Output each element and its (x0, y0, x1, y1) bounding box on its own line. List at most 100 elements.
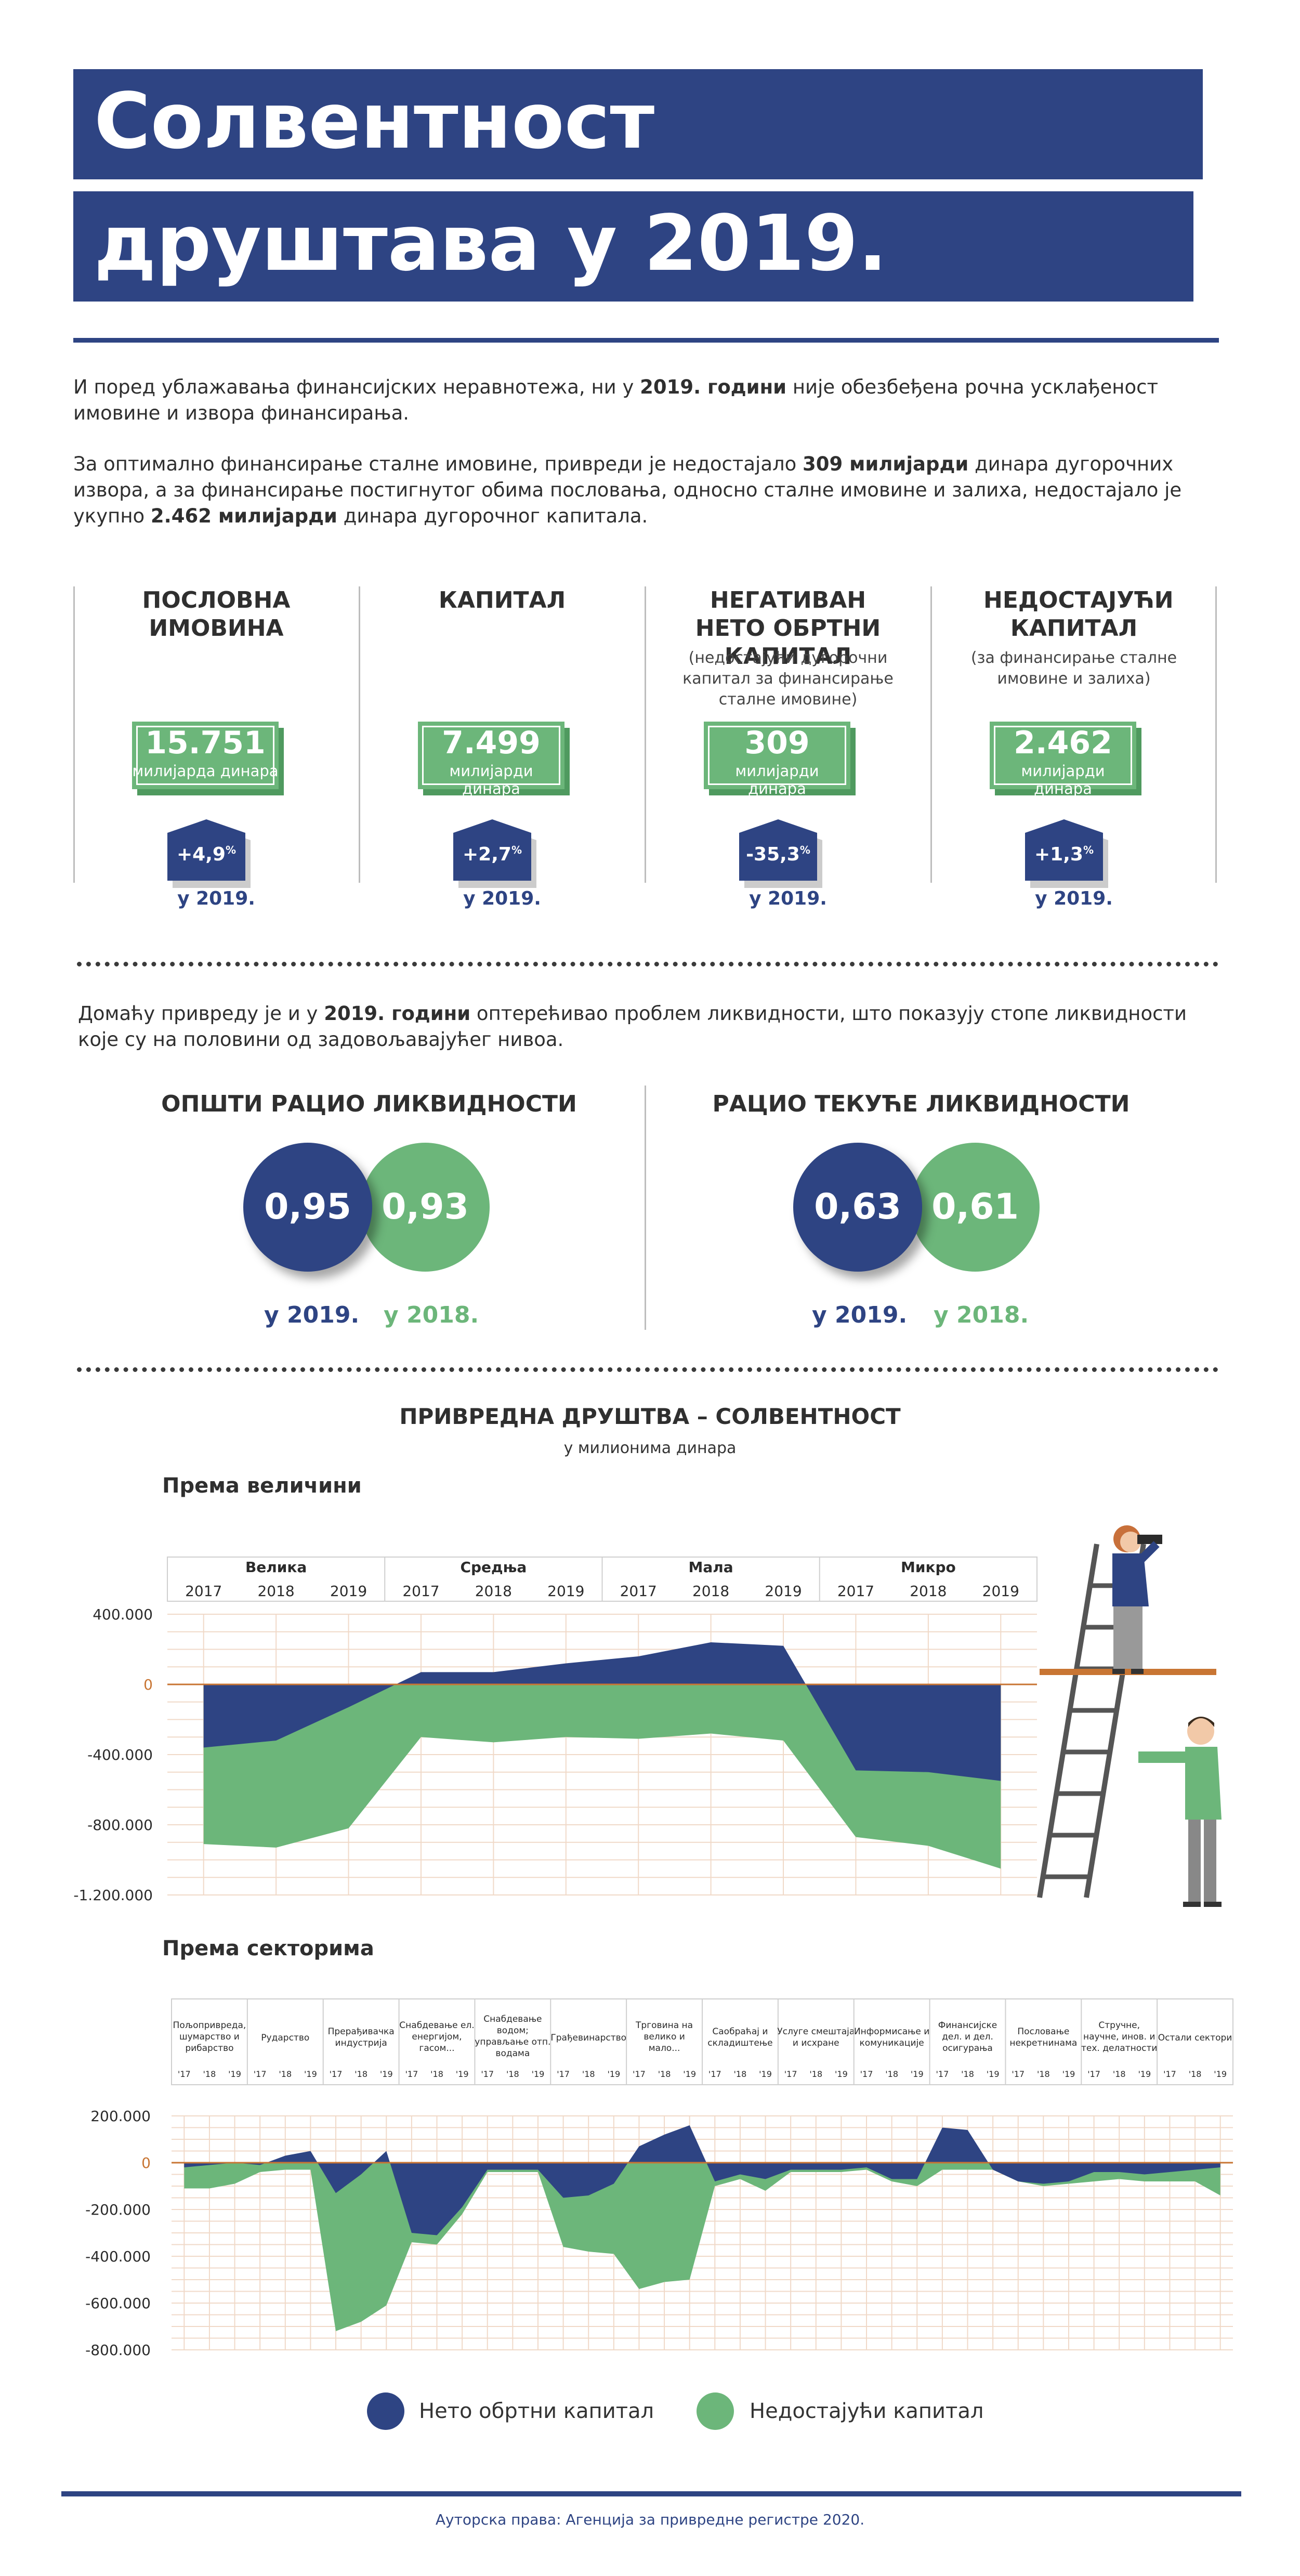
kpi-missing-capital: НЕДОСТАЈУЋИ КАПИТАЛ (за финансирање стал… (931, 586, 1216, 909)
liq-year-2019: у 2019. (812, 1302, 908, 1328)
size-y-tick: -800.000 (87, 1816, 153, 1834)
sector-year-tick: '18 (430, 2069, 443, 2079)
legend-label-blue: Нето обртни капитал (419, 2399, 654, 2423)
sector-group-label: Стручне, научне, инов. и тех. делатности (1081, 2020, 1157, 2054)
chart-by-size: Велика Средња Мала Микро 2017 2018 2019 2017 201… (73, 1557, 1038, 1904)
sector-year-tick: '17 (1012, 2069, 1025, 2079)
liquidity-divider (645, 1086, 646, 1330)
section-title: ПРИВРЕДНА ДРУШТВА – СОЛВЕНТНОСТ (399, 1404, 901, 1429)
kpi-negative-net-working-capital: НЕГАТИВАН НЕТО ОБРТНИ КАПИТАЛ (недостају… (646, 586, 930, 909)
kpi-sub: (недостајући дугорочни капитал за финанс… (682, 649, 894, 709)
kpi-divider (930, 586, 932, 883)
section-subtitle: у милионима динара (563, 1439, 737, 1457)
kpi-divider (73, 586, 75, 883)
sector-y-tick: -400.000 (85, 2248, 151, 2265)
size-year-tick: 2018 (910, 1583, 947, 1600)
size-year-tick: 2017 (402, 1583, 439, 1600)
sector-year-tick: '18 (1037, 2069, 1050, 2079)
liq-head-general: ОПШТИ РАЦИО ЛИКВИДНОСТИ (161, 1091, 577, 1117)
kpi-divider (645, 586, 646, 883)
size-year-tick: 2017 (837, 1583, 874, 1600)
liq-bold: 2019. години (324, 1002, 471, 1025)
sector-group-label: Саобраћај и складиштење (707, 2026, 772, 2048)
footer-copyright: Ауторска права: Агенција за привредне ре… (435, 2511, 865, 2528)
kpi-change-badge: +4,9% (167, 819, 245, 881)
size-year-tick: 2018 (692, 1583, 729, 1600)
intro-text: динара дугорочних извора, а за финансира… (73, 453, 1182, 527)
sector-year-tick: '17 (1087, 2069, 1100, 2079)
sector-year-tick: '17 (633, 2069, 646, 2079)
sector-group-label: Снабдевање ел. енергијом, гасом... (399, 2020, 474, 2054)
kpi-unit: милијарда динара (132, 762, 279, 780)
kpi-pct: % (511, 844, 522, 856)
sector-year-tick: '17 (784, 2069, 797, 2079)
kpi-value: 15.751 (145, 725, 266, 761)
kpi-pct: % (1083, 844, 1094, 856)
size-area-net-working-capital (203, 1642, 1001, 1781)
sector-y-tick: -200.000 (85, 2201, 151, 2218)
sector-year-tick: '19 (759, 2069, 772, 2079)
kpi-divider (1215, 586, 1217, 883)
size-year-tick: 2019 (982, 1583, 1019, 1600)
size-year-tick: 2019 (765, 1583, 802, 1600)
sector-year-tick: '18 (582, 2069, 595, 2079)
dotted-divider (77, 1367, 1218, 1372)
kpi-change: +1,3 (1034, 844, 1083, 865)
kpi-head: ПОСЛОВНА ИМОВИНА (142, 587, 291, 642)
sector-group-label: Информисање и комуникације (854, 2026, 929, 2048)
sector-year-tick: '17 (860, 2069, 873, 2079)
kpi-value-box: 15.751 милијарда динара (132, 722, 279, 789)
sector-group-label: Рударство (261, 2033, 309, 2043)
size-group-label: Мала (689, 1559, 733, 1576)
kpi-sub: (за финансирање сталне имовине и залиха) (970, 649, 1177, 688)
kpi-change-badge: -35,3% (739, 819, 817, 881)
sector-year-tick: '19 (607, 2069, 620, 2079)
plank-icon (1040, 1669, 1216, 1675)
legend-swatch-blue (367, 2392, 404, 2430)
sector-year-tick: '19 (1062, 2069, 1075, 2079)
sector-group-label: Пољопривреда, шумарство и рибарство (173, 2020, 246, 2054)
sector-year-tick: '18 (506, 2069, 519, 2079)
size-year-tick: 2017 (185, 1583, 222, 1600)
sector-area-net-working-capital (184, 2125, 1220, 2235)
sector-year-tick: '19 (835, 2069, 848, 2079)
size-year-tick: 2018 (475, 1583, 512, 1600)
kpi-year: у 2019. (463, 888, 541, 909)
kpi-pct: % (799, 844, 810, 856)
liquidity-paragraph: Домаћу привреду је и у 2019. години опте… (78, 1001, 1196, 1053)
kpi-capital: КАПИТАЛ 7.499 милијарди динара +2,7% у 2… (360, 586, 645, 909)
size-y-tick: -400.000 (87, 1746, 153, 1763)
title-rule (73, 338, 1219, 343)
size-area-missing-capital (203, 1684, 1001, 1869)
sector-year-tick: '19 (987, 2069, 1000, 2079)
liq-circle-2018: 0,61 (911, 1143, 1040, 1272)
sector-year-tick: '19 (304, 2069, 317, 2079)
sector-year-tick: '17 (936, 2069, 949, 2079)
chart-by-sector: Пољопривреда, шумарство и рибарство '17 '18 '… (85, 1998, 1233, 2359)
man-holding-ladder-icon (1138, 1717, 1222, 1907)
kpi-value-box: 309 милијарди динара (704, 722, 850, 797)
intro-text: И поред ублажавања финансијских неравнот… (73, 376, 640, 398)
liq-head-current: РАЦИО ТЕКУЋЕ ЛИКВИДНОСТИ (712, 1091, 1130, 1117)
dotted-divider (77, 962, 1218, 966)
sector-year-tick: '17 (708, 2069, 721, 2079)
liq-circle-2019: 0,95 (243, 1143, 372, 1272)
by-size-heading: Према величини (162, 1474, 362, 1498)
sector-year-tick: '17 (405, 2069, 418, 2079)
sector-year-tick: '18 (658, 2069, 671, 2079)
sector-year-tick: '18 (1189, 2069, 1202, 2079)
size-year-tick: 2018 (257, 1583, 294, 1600)
size-y-tick: -1.200.000 (73, 1887, 153, 1904)
sector-year-tick: '19 (1214, 2069, 1227, 2079)
intro-paragraph-1: И поред ублажавања финансијских неравнот… (73, 374, 1227, 426)
intro-text: динара дугорочног капитала. (337, 505, 648, 527)
sector-year-tick: '19 (456, 2069, 469, 2079)
size-group-label: Средња (460, 1559, 527, 1576)
legend-label-green: Недостајући капитал (750, 2399, 984, 2423)
sector-year-tick: '17 (178, 2069, 191, 2079)
woman-with-binoculars-icon (1112, 1525, 1162, 1674)
kpi-value-box: 7.499 милијарди динара (418, 722, 564, 797)
sector-y-tick: -800.000 (85, 2342, 151, 2359)
intro-text: За оптимално финансирање сталне имовине,… (73, 453, 803, 475)
intro-paragraph-2: За оптимално финансирање сталне имовине,… (73, 451, 1227, 529)
